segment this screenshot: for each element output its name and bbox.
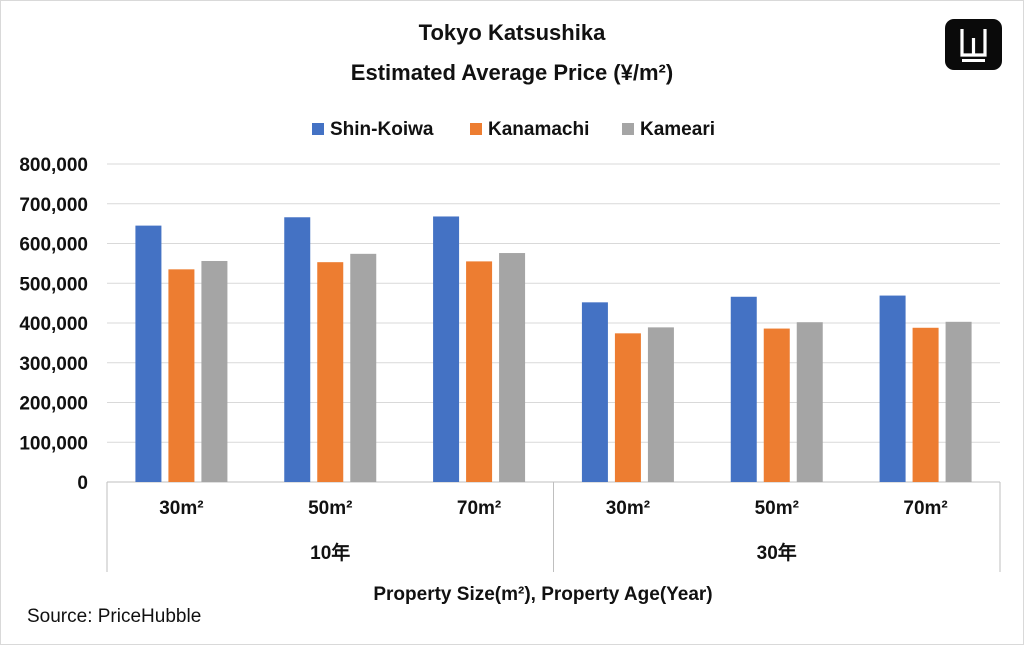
bar (945, 321, 972, 482)
y-tick-label: 300,000 (19, 354, 88, 375)
legend-label: Kameari (640, 119, 715, 140)
legend-swatch (622, 123, 634, 135)
bar (201, 260, 228, 482)
bar (796, 322, 823, 482)
bar (730, 296, 757, 482)
bar (433, 216, 460, 482)
bar (879, 295, 906, 482)
x-tick-label: 70m² (903, 498, 947, 519)
bar (135, 225, 162, 483)
pricehubble-w-logo-icon (945, 19, 1002, 70)
y-tick-label: 800,000 (19, 155, 88, 176)
bar (763, 328, 790, 482)
bar (499, 253, 526, 482)
bar (647, 327, 674, 482)
bar (614, 333, 641, 482)
y-tick-label: 200,000 (19, 394, 88, 415)
y-tick-label: 500,000 (19, 274, 88, 295)
y-tick-label: 600,000 (19, 235, 88, 256)
bar (466, 261, 493, 482)
x-tick-label: 70m² (457, 498, 501, 519)
bar (912, 327, 939, 482)
legend-swatch (470, 123, 482, 135)
source-note: Source: PriceHubble (27, 606, 202, 627)
legend-swatch (312, 123, 324, 135)
bar (581, 302, 608, 482)
y-tick-label: 700,000 (19, 195, 88, 216)
x-axis-title: Property Size(m²), Property Age(Year) (373, 584, 712, 605)
x-tick-label: 50m² (755, 498, 799, 519)
bar (168, 269, 195, 482)
y-tick-label: 400,000 (19, 314, 88, 335)
chart-subtitle: Estimated Average Price (¥/m²) (350, 60, 674, 85)
legend-label: Shin-Koiwa (330, 119, 434, 140)
x-tick-label: 50m² (308, 498, 352, 519)
x-tick-label: 30m² (606, 498, 650, 519)
chart-title: Tokyo Katsushika (418, 20, 606, 45)
legend-label: Kanamachi (488, 119, 589, 140)
x-group-label: 30年 (757, 541, 797, 564)
bar (317, 262, 344, 482)
x-tick-label: 30m² (159, 498, 203, 519)
bar (284, 217, 311, 482)
y-tick-label: 0 (77, 473, 88, 494)
x-group-label: 10年 (310, 541, 350, 564)
y-tick-label: 100,000 (19, 433, 88, 454)
bar (350, 253, 377, 482)
